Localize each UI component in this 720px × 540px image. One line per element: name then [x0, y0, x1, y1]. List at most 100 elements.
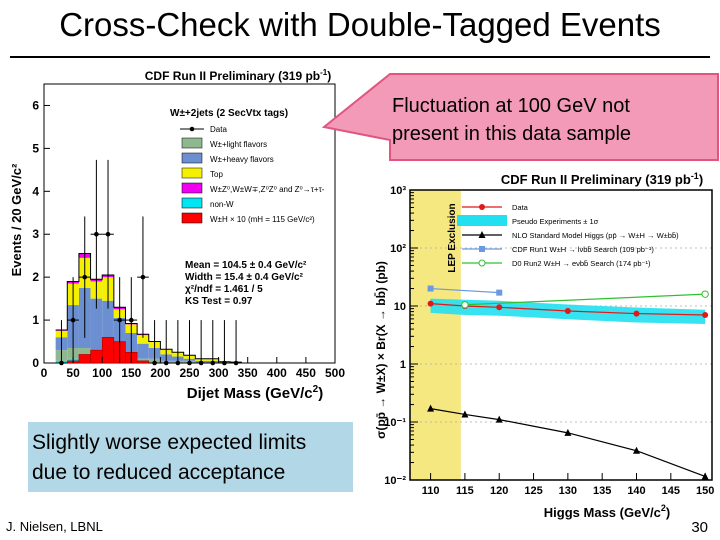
series-0-point-5 — [702, 311, 709, 318]
right-ytick-label-0: 10⁻² — [384, 475, 406, 487]
right-legend-label-1: Pseudo Experiments ± 1σ — [512, 217, 599, 226]
legend-swatch-6 — [181, 212, 203, 224]
note-line-1: Slightly worse expected limits — [32, 431, 307, 454]
right-ytick-label-2: 1 — [400, 359, 406, 371]
right-xtick-label-6: 140 — [627, 485, 645, 497]
left-xtick-label-1: 50 — [66, 366, 80, 380]
callout-line-1: Fluctuation at 100 GeV not — [392, 95, 630, 117]
legend-swatch-4 — [181, 182, 203, 194]
lep-exclusion-label: LEP Exclusion — [447, 203, 458, 272]
left-ytick-label-1: 1 — [32, 313, 39, 327]
legend-label-6: W±H × 10 (mH = 115 GeV/c²) — [210, 215, 315, 224]
data-point-0 — [59, 360, 64, 366]
data-point-8 — [152, 360, 157, 366]
series-0-point-0 — [427, 300, 434, 307]
author-footer: J. Nielsen, LBNL — [6, 519, 103, 534]
right-legend-marker-0 — [479, 204, 485, 210]
left-chart-title: CDF Run II Preliminary (319 pb-1) — [145, 68, 332, 83]
stack-bar-3-7 — [137, 335, 149, 344]
left-xtick-label-8: 400 — [267, 366, 287, 380]
right-xtick-label-5: 135 — [593, 485, 611, 497]
right-ytick-label-1: 10⁻¹ — [384, 417, 406, 429]
series-line-2 — [430, 408, 706, 478]
left-ytick-label-2: 2 — [32, 270, 39, 284]
right-legend-label-2: NLO Standard Model Higgs (pp̄ → W±H → W±… — [512, 231, 679, 240]
left-xtick-label-3: 150 — [121, 366, 141, 380]
note-text: Slightly worse expected limits due to re… — [32, 428, 350, 488]
stack-bar-1-2 — [78, 347, 91, 359]
right-xtick-label-7: 145 — [662, 485, 680, 497]
series-3-point-0 — [427, 285, 434, 292]
left-chart-ylabel: Events / 20 GeV/c² — [9, 163, 24, 276]
series-2-point-1 — [461, 410, 469, 418]
left-subtitle: W±+2jets (2 SecVtx tags) — [170, 108, 288, 119]
legend-label-4: W±Z⁰,W±W∓,Z⁰Z⁰ and Z⁰→τ+τ- — [210, 185, 325, 194]
stat-line-2: χ²/ndf = 1.461 / 5 — [185, 284, 263, 295]
left-xtick-label-2: 100 — [92, 366, 112, 380]
right-legend-marker-3 — [479, 246, 485, 252]
series-2-point-2 — [495, 415, 503, 423]
data-point-4 — [105, 231, 111, 237]
higgs-bar-4 — [101, 336, 115, 364]
data-point-12 — [198, 360, 204, 366]
higgs-bar-3 — [90, 349, 103, 364]
higgs-bar-7 — [136, 360, 150, 364]
stat-line-0: Mean = 104.5 ± 0.4 GeV/c² — [185, 260, 307, 271]
series-line-3 — [430, 287, 500, 294]
higgs-bar-2 — [78, 354, 91, 364]
note-line-2: due to reduced acceptance — [32, 461, 286, 484]
series-4-point-0 — [461, 301, 469, 309]
data-point-6 — [129, 317, 134, 323]
data-point-5 — [117, 317, 122, 323]
data-point-3 — [94, 231, 99, 237]
title-divider — [10, 56, 710, 58]
right-ytick-label-5: 10³ — [390, 185, 406, 197]
legend-label-2: W±+heavy flavors — [210, 155, 274, 164]
left-xtick-label-7: 350 — [238, 366, 258, 380]
left-xtick-label-5: 250 — [179, 366, 199, 380]
lep-exclusion-band — [410, 190, 461, 480]
series-0-point-4 — [633, 310, 640, 317]
right-legend-label-3: CDF Run1 W±H → lνbb̄ Search (109 pb⁻¹) — [512, 245, 654, 254]
right-xtick-label-0: 110 — [422, 485, 440, 497]
right-chart-title: CDF Run II Preliminary (319 pb-1) — [501, 171, 703, 187]
right-ytick-label-3: 10 — [394, 301, 406, 313]
series-2-point-0 — [427, 404, 435, 412]
legend-label-3: Top — [210, 170, 223, 179]
legend-swatch-1 — [181, 137, 203, 149]
data-point-2 — [82, 274, 88, 280]
left-ytick-label-6: 6 — [32, 98, 39, 112]
series-0-point-2 — [496, 304, 503, 311]
right-legend-label-0: Data — [512, 203, 529, 212]
left-xtick-label-4: 200 — [150, 366, 170, 380]
callout-line-2: present in this data sample — [392, 123, 632, 145]
right-legend-marker-4 — [478, 259, 486, 267]
right-xtick-label-2: 120 — [490, 485, 508, 497]
legend-label-0: Data — [210, 125, 227, 134]
legend-marker-0 — [189, 126, 195, 132]
callout-shape — [322, 73, 719, 161]
series-3-point-1 — [496, 289, 503, 296]
left-ytick-label-0: 0 — [32, 356, 39, 370]
data-point-13 — [210, 360, 216, 366]
right-xtick-label-1: 115 — [456, 485, 474, 497]
higgs-limit-plot: CDF Run II Preliminary (319 pb-1) σ(pp̄ … — [374, 171, 714, 520]
data-point-10 — [175, 360, 181, 366]
stack-bar-2-4 — [102, 300, 114, 353]
data-point-9 — [163, 360, 169, 366]
right-xtick-label-4: 130 — [559, 485, 577, 497]
legend-label-1: W±+light flavors — [210, 140, 267, 149]
series-2-point-4 — [633, 446, 640, 454]
data-point-15 — [233, 360, 239, 366]
stat-line-1: Width = 15.4 ± 0.4 GeV/c² — [185, 272, 304, 283]
data-point-7 — [140, 274, 146, 280]
slide-title: Cross-Check with Double-Tagged Events — [59, 6, 661, 43]
stack-outline — [55, 253, 242, 363]
data-point-1 — [70, 317, 76, 323]
series-4-point-1 — [701, 290, 709, 298]
series-line-4 — [464, 293, 706, 306]
right-plot-frame — [409, 189, 713, 481]
legend-label-5: non-W — [210, 200, 234, 209]
legend-swatch-3 — [181, 167, 203, 179]
right-legend-label-4: D0 Run2 W±H → eνbb̄ Search (174 pb⁻¹) — [512, 259, 651, 268]
